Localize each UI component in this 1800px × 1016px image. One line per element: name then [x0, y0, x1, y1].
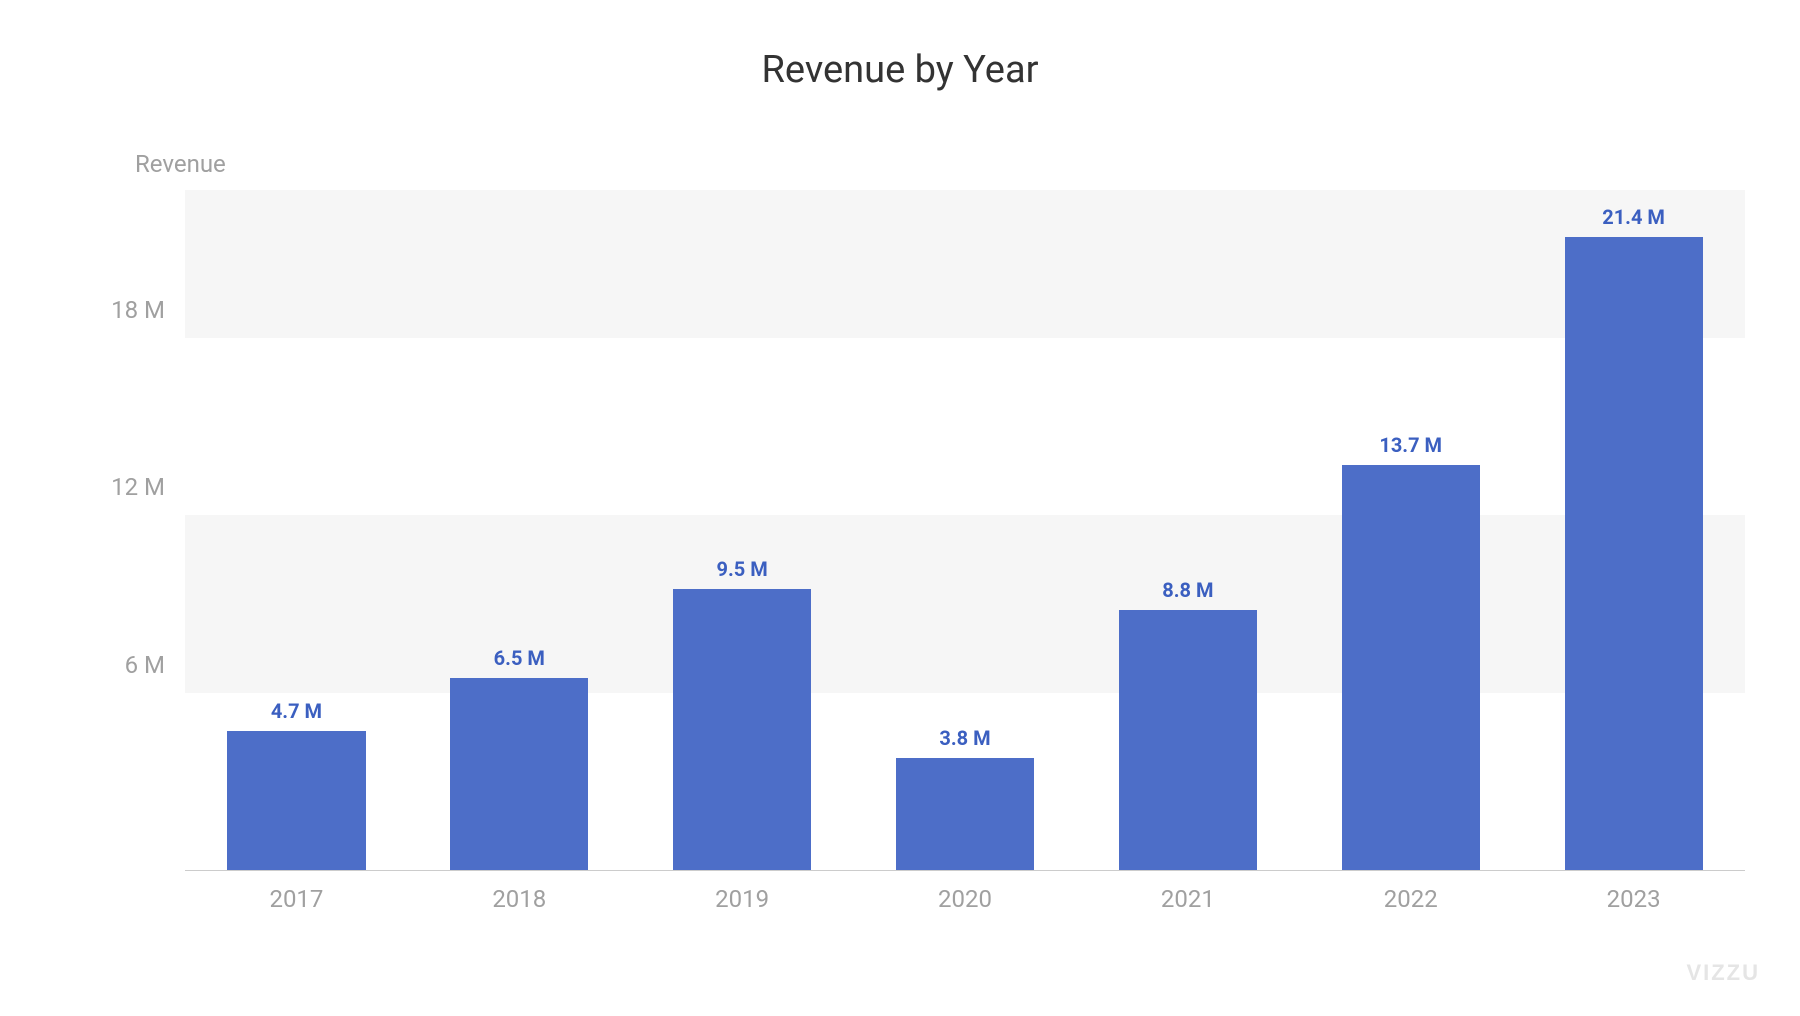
bar-slot: 9.5 M: [631, 190, 854, 870]
bar: [1342, 465, 1480, 870]
watermark: VIZZU: [1686, 960, 1760, 986]
x-tick-label: 2023: [1522, 885, 1745, 913]
bar-value-label: 4.7 M: [271, 699, 322, 723]
y-tick-label: 12 M: [111, 473, 165, 501]
x-tick-label: 2018: [408, 885, 631, 913]
bar-slot: 13.7 M: [1299, 190, 1522, 870]
bar-slot: 8.8 M: [1076, 190, 1299, 870]
bar: [1119, 610, 1257, 870]
x-tick-label: 2021: [1076, 885, 1299, 913]
bar: [227, 731, 365, 870]
x-tick-label: 2017: [185, 885, 408, 913]
bar: [896, 758, 1034, 870]
x-axis-labels: 2017201820192020202120222023: [185, 885, 1745, 913]
bar-slot: 4.7 M: [185, 190, 408, 870]
bar-value-label: 3.8 M: [939, 726, 990, 750]
x-tick-label: 2019: [631, 885, 854, 913]
bar-value-label: 21.4 M: [1602, 205, 1665, 229]
bar: [1565, 237, 1703, 870]
chart-container: Revenue by Year Revenue 4.7 M 6.5 M 9.5 M 3…: [0, 0, 1800, 1016]
bar: [673, 589, 811, 870]
x-tick-label: 2022: [1299, 885, 1522, 913]
bars-group: 4.7 M 6.5 M 9.5 M 3.8 M 8.8 M 13.7 M 21.4 M: [185, 190, 1745, 870]
x-tick-label: 2020: [854, 885, 1077, 913]
y-axis-label: Revenue: [135, 150, 226, 178]
x-axis-line: [185, 870, 1745, 871]
bar-value-label: 8.8 M: [1162, 578, 1213, 602]
plot-area: 4.7 M6.5 M9.5 M3.8 M8.8 M13.7 M21.4 M 6 …: [185, 190, 1745, 870]
bar-value-label: 6.5 M: [494, 646, 545, 670]
bar: [450, 678, 588, 870]
bar-slot: 21.4 M: [1522, 190, 1745, 870]
bar-slot: 3.8 M: [854, 190, 1077, 870]
chart-title: Revenue by Year: [761, 48, 1038, 92]
bar-value-label: 13.7 M: [1379, 433, 1442, 457]
y-tick-label: 18 M: [111, 296, 165, 324]
y-tick-label: 6 M: [125, 651, 165, 679]
bar-value-label: 9.5 M: [717, 557, 768, 581]
bar-slot: 6.5 M: [408, 190, 631, 870]
